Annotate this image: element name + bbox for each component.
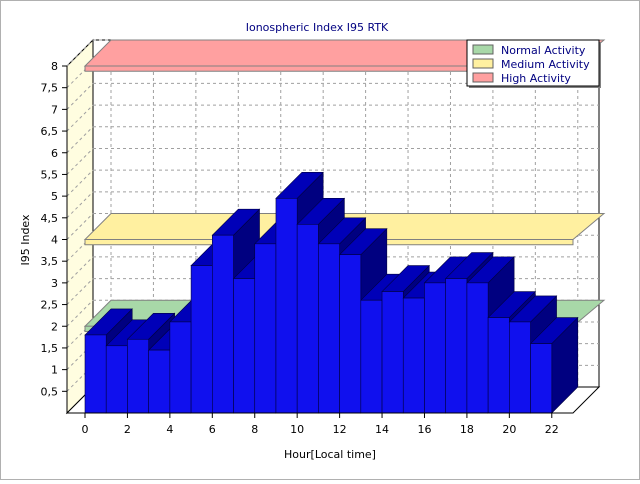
bar — [466, 282, 489, 414]
bar — [105, 345, 128, 414]
y-axis-label: I95 Index — [19, 214, 32, 266]
legend-swatch — [472, 58, 494, 69]
grid-line-wall — [66, 39, 94, 67]
y-tick-label: 0,5 — [41, 385, 59, 398]
bar — [339, 254, 362, 414]
y-tick-label: 8 — [51, 60, 58, 73]
grid-line-wall — [66, 83, 94, 110]
y-tick-label: 4 — [51, 234, 58, 247]
y-tick-label: 7 — [51, 103, 58, 116]
x-tick-label: 10 — [290, 423, 304, 436]
bar — [169, 321, 192, 414]
bar-series — [84, 171, 579, 414]
y-tick-label: 3 — [51, 277, 58, 290]
grid-line-wall — [66, 191, 94, 219]
x-tick-label: 16 — [417, 423, 431, 436]
bar — [212, 234, 234, 414]
chart-title: Ionospheric Index I95 RTK — [246, 21, 389, 34]
grid-line-wall — [66, 213, 94, 240]
grid-line-wall — [66, 148, 94, 175]
bar — [381, 291, 404, 414]
axes: 0,5 1 1,5 2 2,5 3 3,5 4 4,5 5 5,5 6 6,5 7 7,5 8 0 2 4 6 8 10 1… — [41, 60, 573, 436]
x-tick-label: 12 — [333, 423, 347, 436]
grid-line-wall — [66, 278, 94, 305]
y-tick-label: 1,5 — [41, 342, 59, 355]
y-tick-label: 2 — [51, 320, 58, 333]
grid-line-wall — [66, 104, 94, 132]
legend-swatch — [472, 72, 494, 83]
legend-label: Normal Activity — [501, 44, 586, 57]
x-tick-label: 20 — [502, 423, 516, 436]
x-tick-label: 2 — [124, 423, 131, 436]
bar — [233, 278, 256, 414]
y-tick-label: 3,5 — [41, 255, 59, 268]
bar — [445, 278, 468, 414]
legend-label: Medium Activity — [501, 58, 590, 71]
grid-line-wall — [66, 256, 94, 284]
x-tick-label: 14 — [375, 423, 389, 436]
x-tick-label: 0 — [82, 423, 89, 436]
y-tick-label: 7,5 — [41, 82, 59, 95]
y-tick-label: 2,5 — [41, 299, 59, 312]
x-axis-label: Hour[Local time] — [284, 448, 376, 461]
grid-line-wall — [66, 126, 94, 154]
bar-group — [529, 316, 579, 414]
x-tick-label: 4 — [166, 423, 173, 436]
x-tick-label: 8 — [251, 423, 258, 436]
legend-label: High Activity — [501, 72, 571, 85]
bar — [148, 349, 171, 414]
bar — [530, 343, 553, 414]
bar — [360, 299, 383, 414]
bar — [296, 224, 319, 414]
y-tick-label: 6 — [51, 147, 58, 160]
y-tick-label: 1 — [51, 364, 58, 377]
y-tick-label: 5,5 — [41, 168, 59, 181]
bar — [84, 334, 107, 414]
grid-line-wall — [66, 299, 94, 327]
grid-line-wall — [66, 169, 94, 197]
y-tick-label: 5 — [51, 190, 58, 203]
bar — [424, 282, 446, 414]
x-tick-label: 6 — [209, 423, 216, 436]
y-tick-label: 4,5 — [41, 212, 59, 225]
legend-swatch — [472, 44, 494, 55]
x-tick-label: 22 — [545, 423, 559, 436]
bar — [487, 317, 510, 414]
bar — [275, 197, 298, 414]
bar — [509, 321, 531, 414]
bar — [254, 243, 277, 414]
y-tick-label: 6,5 — [41, 125, 59, 138]
bar — [127, 338, 149, 414]
bar — [318, 243, 340, 414]
bar — [190, 265, 213, 414]
x-tick-label: 18 — [460, 423, 474, 436]
bar — [402, 297, 425, 414]
